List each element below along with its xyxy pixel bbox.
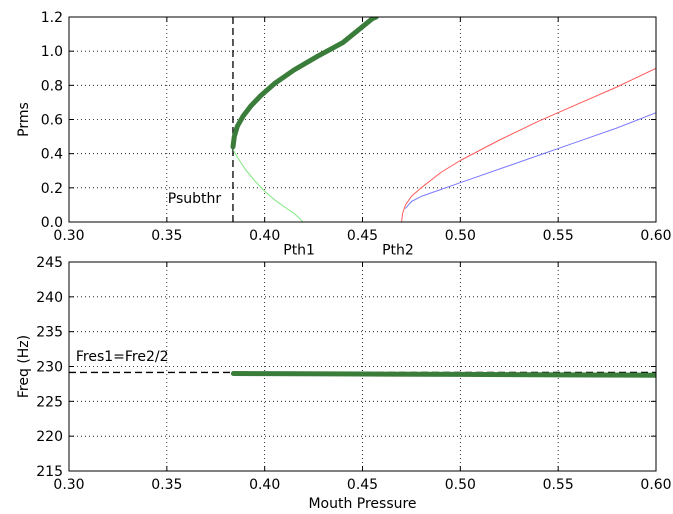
y-tick-label: 225 xyxy=(36,394,63,410)
y-tick-label: 235 xyxy=(36,325,63,341)
annotation-label: Pth2 xyxy=(382,242,414,258)
y-tick-label: 0.8 xyxy=(41,78,63,94)
x-tick-label: 0.60 xyxy=(640,477,671,493)
y-tick-label: 215 xyxy=(36,464,63,480)
x-tick-label: 0.60 xyxy=(640,228,671,244)
annotation-label: Fres1=Fre2/2 xyxy=(76,349,169,365)
x-tick-label: 0.50 xyxy=(445,228,476,244)
series-line-2 xyxy=(401,67,656,222)
y-tick-label: 230 xyxy=(36,360,63,376)
series-line-3 xyxy=(405,112,656,209)
series-line-0 xyxy=(230,371,656,378)
annotation-label: Psubthr xyxy=(168,191,222,207)
y-tick-label: 0.2 xyxy=(41,181,63,197)
x-tick-label: 0.45 xyxy=(347,228,378,244)
x-tick-label: 0.45 xyxy=(347,477,378,493)
y-tick-label: 245 xyxy=(36,255,63,271)
y-tick-label: 1.0 xyxy=(41,44,63,60)
x-tick-label: 0.35 xyxy=(151,477,182,493)
plot-area xyxy=(230,17,656,222)
y-tick-label: 0.6 xyxy=(41,113,63,129)
y-tick-label: 0.4 xyxy=(41,147,63,163)
y-tick-label: 0.0 xyxy=(41,215,63,231)
x-tick-label: 0.30 xyxy=(53,477,84,493)
x-tick-label: 0.30 xyxy=(53,228,84,244)
y-tick-label: 1.2 xyxy=(41,10,63,26)
x-tick-label: 0.35 xyxy=(151,228,182,244)
y-tick-label: 220 xyxy=(36,429,63,445)
x-tick-label: 0.55 xyxy=(543,477,574,493)
x-tick-label: 0.50 xyxy=(445,477,476,493)
series-line-0 xyxy=(230,17,379,150)
y-axis-label: Prms xyxy=(16,102,32,137)
x-tick-label: 0.40 xyxy=(249,477,280,493)
annotation-label: Pth1 xyxy=(283,242,315,258)
y-tick-label: 240 xyxy=(36,290,63,306)
y-axis-label: Freq (Hz) xyxy=(16,335,32,398)
x-tick-label: 0.40 xyxy=(249,228,280,244)
x-tick-label: 0.55 xyxy=(543,228,574,244)
top-chart-prms: 0.30 0.35 0.40 0.45 0.50 0.55 0.60 0.0 0.2 0.4 0.6… xyxy=(16,10,672,258)
bottom-chart-freq: 0.30 0.35 0.40 0.45 0.50 0.55 0.60 215 220 225 230… xyxy=(16,255,672,512)
x-axis-label: Mouth Pressure xyxy=(308,496,416,512)
series-line-1 xyxy=(232,149,304,222)
plot-area xyxy=(69,371,656,378)
